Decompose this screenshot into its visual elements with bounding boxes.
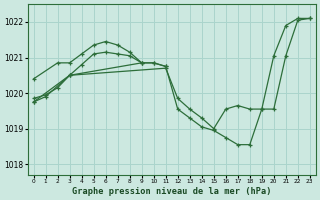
X-axis label: Graphe pression niveau de la mer (hPa): Graphe pression niveau de la mer (hPa) — [72, 187, 271, 196]
